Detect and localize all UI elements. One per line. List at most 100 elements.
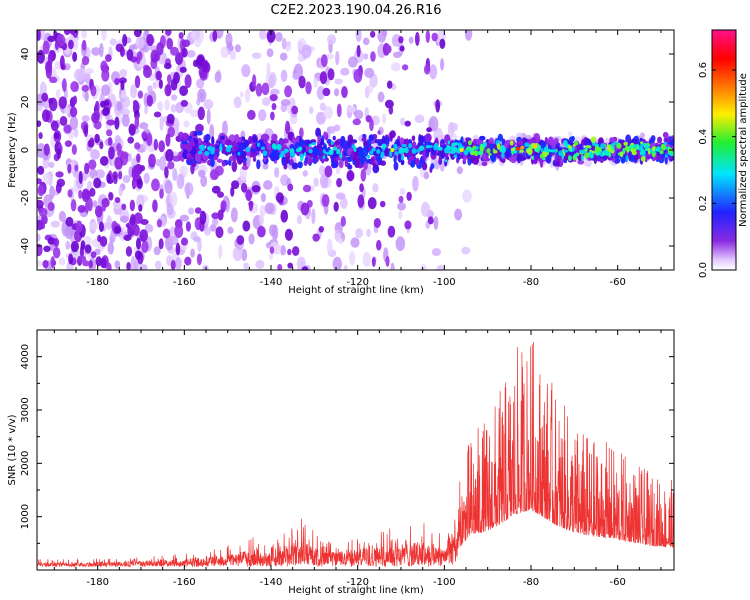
colorbar-tick-label: 0.2: [698, 195, 709, 211]
spectrogram-blob: [73, 68, 84, 82]
spectrogram-blob: [108, 146, 115, 160]
spectrogram-blob: [82, 260, 90, 267]
spectrogram-blob: [338, 159, 344, 169]
spectrogram-blob: [554, 155, 558, 162]
spectrogram-blob: [269, 94, 278, 102]
snr-panel: -180 -160 -140 -120 -100 -80 -60 1000 2000 3000 40…: [7, 329, 675, 596]
spectrogram-blob: [101, 84, 111, 96]
spectrogram-blob: [139, 264, 148, 270]
spectrogram-blob: [56, 88, 61, 99]
spectrogram-blob: [344, 158, 349, 168]
spectrogram-blob: [640, 148, 645, 155]
spectrogram-blob: [275, 31, 283, 42]
spectrogram-blob: [127, 136, 134, 144]
spectrogram-heatmap: [37, 30, 674, 270]
spectrogram-blob: [318, 165, 326, 176]
spectrogram-blob: [320, 54, 328, 68]
spectrogram-blob: [73, 128, 79, 138]
spectrogram-blob: [347, 134, 354, 143]
spectrogram-blob: [340, 135, 346, 144]
colorbar: 0.0 0.2 0.4 0.6 Normalized spectral amplitu…: [698, 29, 749, 278]
spectrogram-blob: [197, 169, 206, 178]
spectrogram-blob: [225, 32, 233, 47]
spectrogram-blob: [398, 195, 404, 203]
spectrogram-blob: [598, 147, 602, 153]
spectrogram-blob: [350, 237, 360, 248]
spectrogram-blob: [455, 142, 458, 146]
spectrogram-blob: [138, 204, 143, 212]
spectrogram-blob: [423, 64, 431, 75]
spectrogram-blob: [584, 147, 588, 151]
spectrogram-blob: [299, 153, 305, 158]
spectrogram-blob: [430, 163, 435, 170]
spectrogram-blob: [313, 77, 319, 88]
spectrogram-blob: [388, 105, 394, 115]
spectrogram-blob: [239, 91, 244, 98]
spectrogram-blob: [431, 248, 442, 257]
spectrogram-blob: [231, 50, 237, 60]
spectrogram-blob: [72, 51, 78, 62]
spectrogram-blob: [444, 159, 448, 163]
spectrogram-blob: [589, 152, 594, 159]
spectrogram-blob: [169, 235, 179, 246]
spectrogram-blob: [317, 135, 321, 145]
spectrogram-blob: [64, 140, 72, 148]
spectrogram-blob: [400, 117, 406, 126]
spectrogram-blob: [65, 216, 74, 227]
spectrogram-blob: [179, 66, 187, 73]
spectrogram-blob: [170, 46, 179, 56]
bottom-ylabel: SNR (10 * v/v): [7, 414, 18, 485]
spectrogram-blob: [616, 142, 622, 149]
spectrogram-blob: [181, 39, 191, 48]
bottom-xtick-label: -160: [173, 577, 196, 588]
spectrogram-blob: [631, 138, 638, 145]
spectrogram-blob: [139, 165, 146, 172]
spectrogram-blob: [274, 167, 280, 178]
spectrogram-blob: [155, 159, 161, 167]
spectrogram-blob: [548, 136, 554, 146]
spectrogram-blob: [152, 81, 157, 89]
spectrogram-blob: [178, 32, 184, 39]
spectrogram-blob: [355, 30, 362, 43]
colorbar-tick-label: 0.6: [698, 62, 709, 78]
spectrogram-blob: [496, 143, 501, 150]
spectrogram-blob: [297, 53, 304, 63]
spectrogram-blob: [424, 133, 432, 143]
spectrogram-blob: [610, 149, 614, 154]
spectrogram-blob: [567, 155, 572, 162]
spectrogram-blob: [48, 162, 55, 169]
spectrogram-blob: [382, 113, 387, 125]
spectrogram-blob: [594, 145, 599, 152]
spectrogram-blob: [452, 142, 456, 147]
spectrogram-blob: [401, 143, 407, 148]
spectrogram-blob: [269, 152, 277, 162]
spectrogram-blob: [184, 74, 192, 89]
spectrogram-blob: [388, 150, 393, 157]
spectrogram-blob: [649, 148, 652, 153]
spectrogram-blob: [404, 220, 412, 230]
spectrogram-blob: [72, 95, 78, 105]
spectrogram-blob: [280, 150, 285, 157]
spectrogram-blob: [532, 155, 538, 165]
spectrogram-blob: [133, 30, 142, 38]
spectrogram-blob: [366, 228, 371, 238]
spectrogram-blob: [186, 152, 192, 158]
spectrogram-blob: [273, 243, 282, 255]
spectrogram-blob: [116, 142, 122, 153]
spectrogram-blob: [546, 149, 553, 153]
spectrogram-blob: [302, 170, 308, 177]
spectrogram-blob: [230, 186, 235, 197]
spectrogram-blob: [291, 105, 299, 115]
spectrogram-blob: [349, 251, 356, 266]
spectrogram-blob: [475, 145, 479, 151]
spectrogram-blob: [193, 236, 201, 243]
spectrogram-blob: [133, 224, 140, 237]
spectrogram-blob: [100, 257, 107, 269]
spectrogram-blob: [324, 165, 333, 178]
spectrogram-blob: [81, 30, 88, 39]
spectrogram-blob: [593, 154, 598, 165]
spectrogram-blob: [408, 36, 414, 44]
spectrogram-blob: [287, 262, 294, 269]
spectrogram-blob: [370, 157, 375, 166]
spectrogram-blob: [37, 243, 43, 257]
